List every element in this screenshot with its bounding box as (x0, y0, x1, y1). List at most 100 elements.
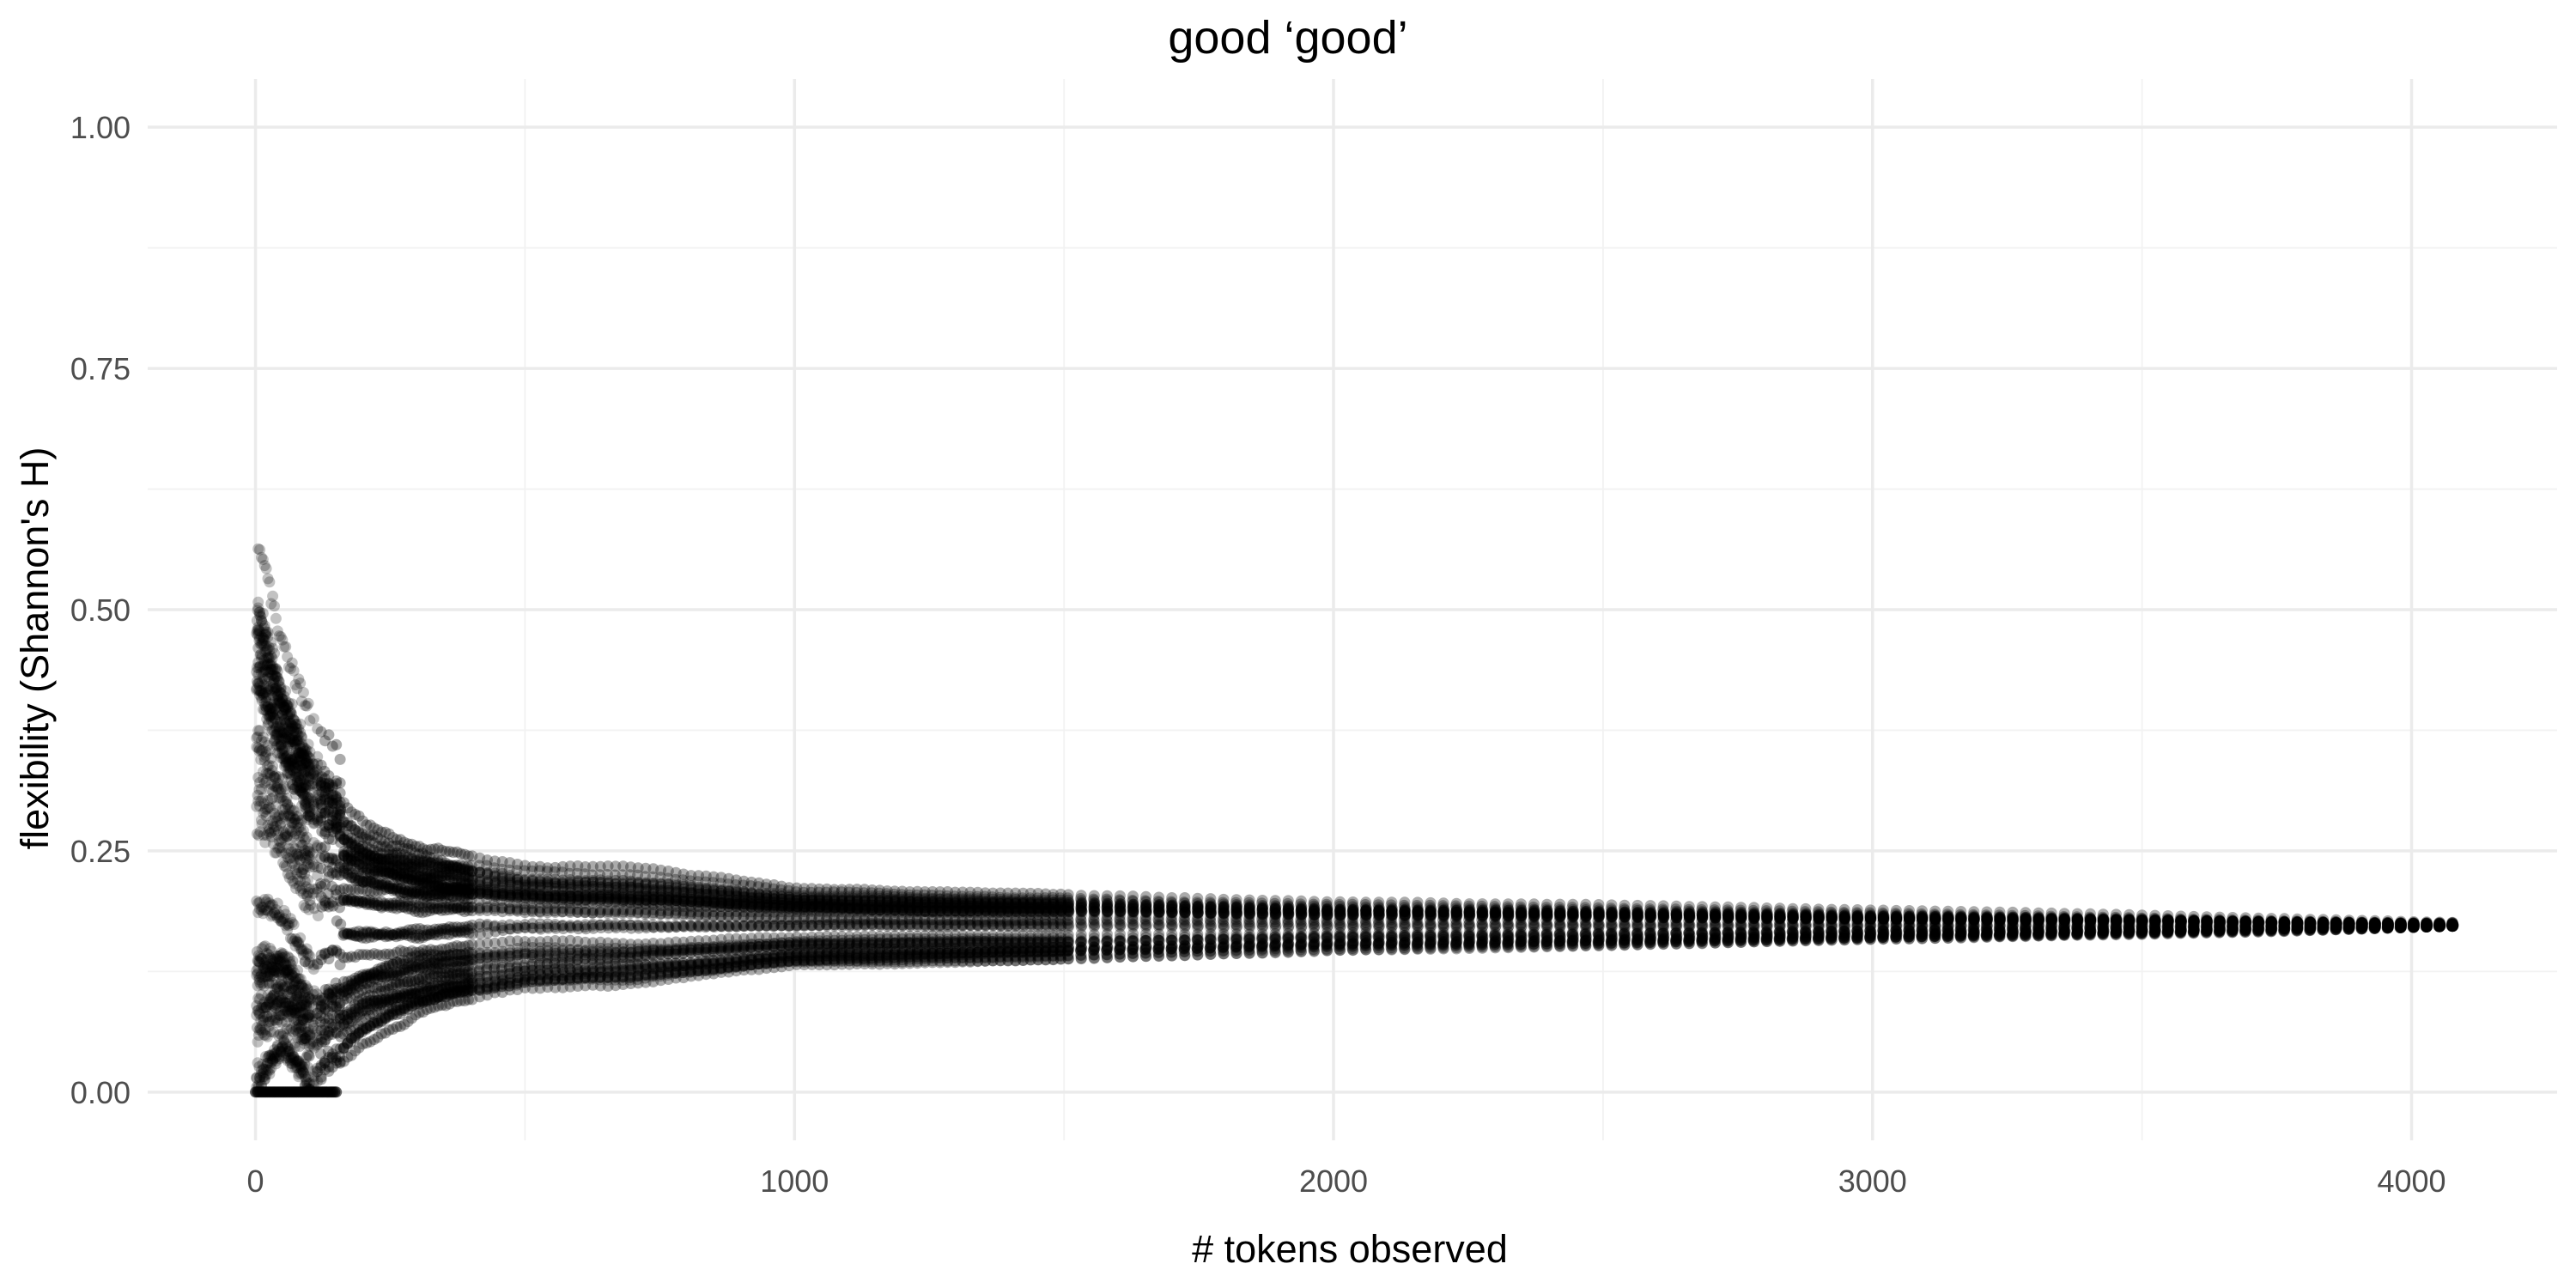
data-point (1463, 939, 1475, 951)
first-series-point (2408, 921, 2420, 933)
data-point (312, 750, 324, 762)
data-point (275, 683, 287, 696)
first-series-point (1619, 939, 1631, 951)
data-point (292, 1027, 304, 1039)
data-point (647, 878, 659, 890)
data-point (2058, 928, 2070, 940)
data-point (654, 968, 666, 980)
first-series-point (312, 1066, 324, 1078)
data-point (279, 967, 291, 979)
data-point (428, 957, 440, 969)
data-point (334, 777, 346, 789)
data-point (489, 982, 501, 994)
first-series-point (519, 975, 531, 987)
first-series-point (406, 1000, 418, 1012)
data-point (1683, 927, 1695, 939)
data-point (2019, 929, 2031, 940)
data-point (504, 872, 516, 884)
data-point (941, 938, 953, 950)
data-point (428, 857, 440, 869)
first-series-point (1541, 940, 1553, 952)
data-point (315, 1048, 326, 1060)
data-point (2084, 927, 2096, 939)
data-point (919, 951, 931, 963)
first-series-point (1516, 940, 1527, 952)
first-series-point (372, 1017, 384, 1029)
data-point (406, 852, 418, 864)
first-series-point (1243, 947, 1255, 959)
first-series-point (353, 1027, 365, 1038)
first-series-point (1373, 944, 1385, 956)
data-point (1372, 931, 1384, 943)
data-point (462, 986, 474, 998)
data-point (286, 1023, 298, 1035)
first-series-point (580, 972, 592, 984)
data-point (1346, 940, 1358, 952)
data-point (277, 963, 289, 975)
data-point (440, 987, 451, 999)
first-series-point (753, 958, 765, 970)
first-series-point (447, 987, 459, 999)
data-point (424, 957, 436, 969)
data-point (296, 732, 307, 744)
first-series-point (2369, 922, 2381, 934)
data-point (465, 953, 477, 965)
data-point (693, 883, 705, 895)
data-point (255, 970, 267, 982)
data-point (281, 964, 293, 976)
first-series-point (587, 971, 598, 983)
data-point (1075, 945, 1087, 957)
data-point (1243, 941, 1255, 953)
data-point (390, 966, 402, 978)
data-point (261, 961, 273, 972)
data-point (1230, 933, 1242, 945)
data-point (326, 781, 338, 793)
data-point (2071, 922, 2083, 934)
data-point (783, 891, 795, 903)
data-point (451, 957, 463, 969)
data-point (1631, 937, 1643, 949)
data-point (398, 964, 410, 976)
data-point (394, 848, 406, 860)
first-series-point (1489, 941, 1501, 952)
first-series-point (262, 1052, 274, 1064)
data-point (511, 950, 523, 961)
data-point (1269, 933, 1281, 945)
data-point (2421, 921, 2432, 933)
data-point (489, 870, 501, 882)
first-series-point (361, 1022, 373, 1034)
data-point (252, 968, 264, 980)
first-series-point (297, 1061, 309, 1073)
first-series-point (1904, 933, 1915, 945)
data-point (2110, 927, 2122, 939)
data-point (2278, 920, 2290, 932)
first-series-point (326, 1051, 338, 1063)
first-series-point (1696, 937, 1708, 949)
first-series-point (2265, 926, 2277, 938)
data-point (264, 966, 276, 978)
data-point (1799, 933, 1811, 945)
data-point (398, 849, 410, 860)
data-point (677, 945, 689, 957)
first-series-point (2007, 931, 2019, 943)
data-point (2200, 920, 2212, 933)
data-point (971, 937, 983, 949)
data-point (2265, 925, 2277, 936)
first-series-point (942, 955, 954, 967)
first-series-point (2162, 927, 2174, 939)
data-point (677, 880, 690, 892)
data-point (1722, 927, 1734, 939)
first-series-point (1838, 934, 1850, 946)
first-series-point (496, 978, 508, 990)
data-point (971, 948, 983, 960)
first-series-point (387, 1009, 399, 1021)
data-point (263, 1020, 275, 1032)
first-series-point (466, 985, 478, 997)
data-point (2291, 919, 2303, 931)
data-point (326, 1029, 338, 1040)
data-point (270, 1012, 282, 1024)
data-point (421, 994, 432, 1006)
first-series-point (761, 957, 773, 969)
data-point (1450, 939, 1461, 951)
data-point (1411, 939, 1423, 951)
